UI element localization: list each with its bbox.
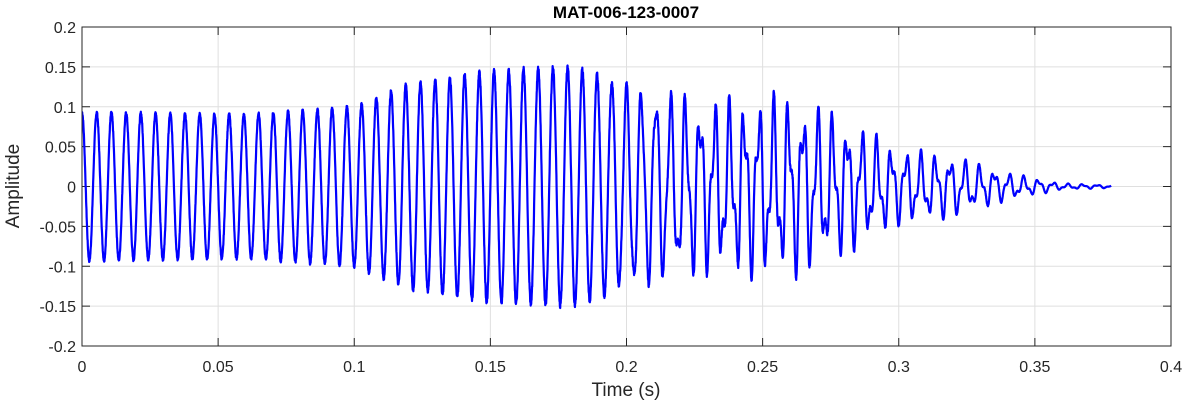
y-tick-label: 0.2	[54, 20, 76, 37]
plot-frame	[81, 26, 1172, 347]
y-tick-label: -0.05	[40, 219, 77, 236]
y-axis-title: Amplitude	[3, 144, 24, 229]
y-tick-label: -0.1	[48, 259, 76, 276]
y-tick-label: 0.05	[45, 140, 76, 157]
series-line	[82, 64, 1113, 310]
y-tick-labels: -0.2 -0.15 -0.1 -0.05 0 0.05 0.1 0.15 0.2	[40, 20, 77, 356]
series-layer	[82, 64, 1113, 310]
x-tick-label: 0.25	[747, 359, 778, 376]
y-tick-label: -0.2	[48, 339, 76, 356]
chart-title: MAT-006-123-0007	[553, 3, 699, 22]
y-tick-label: -0.15	[40, 299, 77, 316]
x-tick-label: 0.2	[615, 359, 637, 376]
x-tick-label: 0.3	[888, 359, 910, 376]
y-tick-label: 0.1	[54, 100, 76, 117]
x-tick-label: 0.4	[1160, 359, 1182, 376]
x-tick-label: 0.35	[1019, 359, 1050, 376]
y-tick-label: 0	[67, 180, 76, 197]
x-tick-label: 0.1	[343, 359, 365, 376]
x-tick-labels: 0 0.05 0.1 0.15 0.2 0.25 0.3 0.35 0.4	[78, 359, 1183, 376]
x-tick-label: 0	[78, 359, 87, 376]
y-tick-label: 0.15	[45, 60, 76, 77]
x-tick-label: 0.05	[203, 359, 234, 376]
x-axis-title: Time (s)	[592, 380, 661, 401]
x-tick-label: 0.15	[475, 359, 506, 376]
